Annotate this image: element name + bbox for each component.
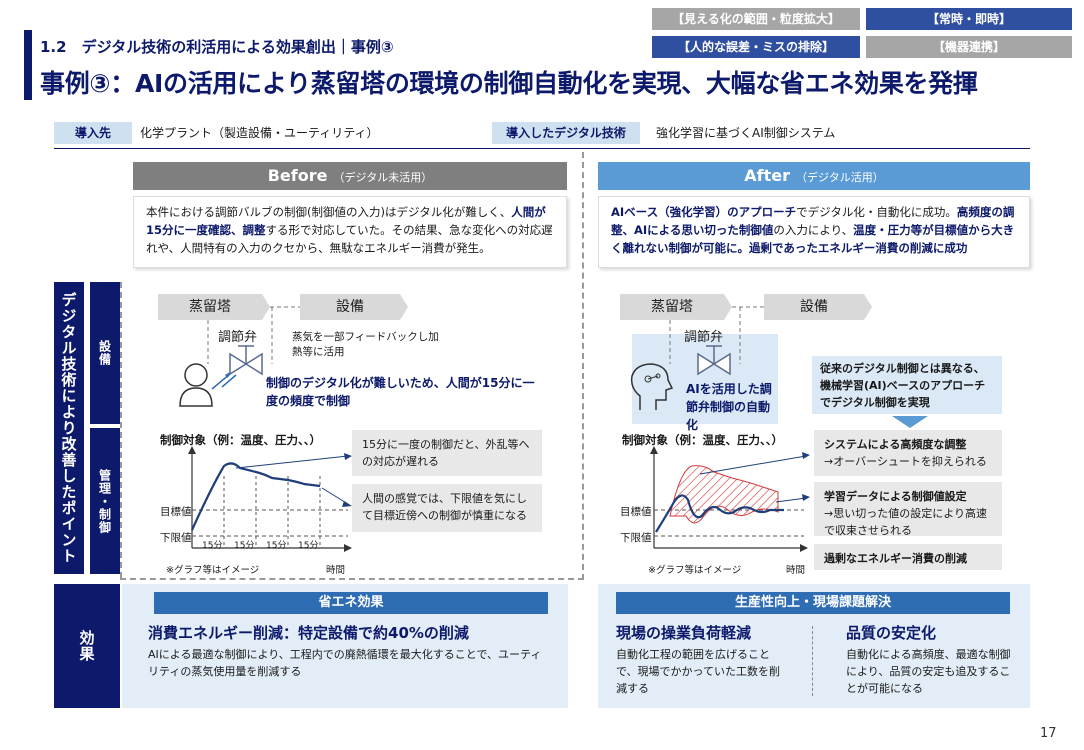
effect-r1-body: 自動化工程の範囲を広げることで、現場でかかっていた工数を削減する bbox=[616, 648, 781, 695]
before-control-curve bbox=[190, 462, 321, 531]
after-target-label: 目標値 bbox=[620, 506, 652, 518]
side-effect: 効果 bbox=[54, 584, 120, 708]
before-title: Before bbox=[267, 166, 328, 185]
after-box-energy-reduction: 過剰なエネルギー消費の削減 bbox=[814, 544, 1002, 570]
before-header: Before （デジタル未活用） bbox=[133, 162, 567, 190]
before-desc-1: 本件における調節バルブの制御(制御値の入力)はデジタル化が難しく、 bbox=[146, 205, 512, 219]
after-chart bbox=[650, 446, 810, 552]
before-desc-3: する形で対応していた。その結果、急な変化への対応遅れや、人間特有の入力のクセから… bbox=[146, 223, 553, 255]
after-desc-3: 高頻度の調整、AIによる思い切った制御値 bbox=[611, 205, 1015, 237]
tech-value: 強化学習に基づくAI制御システム bbox=[656, 126, 836, 140]
before-description: 本件における調節バルブの制御(制御値の入力)はデジタル化が難しく、人間が15分に… bbox=[133, 196, 567, 268]
effect-right-head: 生産性向上・現場課題解決 bbox=[616, 592, 1010, 614]
effect-left-body: AIによる最適な制御により、工程内での廃熱循環を最大化することで、ユーティリティ… bbox=[148, 648, 542, 678]
after-equip-label: 設備 bbox=[800, 299, 828, 315]
effect-right-divider bbox=[812, 626, 813, 696]
before-valve-icon bbox=[229, 352, 248, 376]
callout-down-arrow bbox=[892, 416, 928, 428]
after-equipment-diagram bbox=[620, 294, 872, 410]
effect-r2-body: 自動化による高頻度、最適な制御により、品質の安定も追及することが可能になる bbox=[846, 648, 1011, 695]
tag-visibility: 【見える化の範囲・粒度拡大】 bbox=[652, 8, 860, 30]
tech-label: 導入したデジタル技術 bbox=[492, 122, 640, 144]
before-chart bbox=[188, 446, 352, 552]
title-accent-bar bbox=[24, 30, 32, 100]
side-equipment: 設備 bbox=[90, 282, 120, 424]
after-energy-reduction-area bbox=[669, 465, 779, 524]
before-interval-1: 15分 bbox=[202, 541, 223, 551]
before-chart-note: ※グラフ等はイメージ bbox=[166, 565, 260, 576]
after-callout: 従来のデジタル制御とは異なる、機械学習(AI)ベースのアプローチでデジタル制御を… bbox=[812, 356, 1002, 414]
before-interval-3: 15分 bbox=[266, 541, 287, 551]
after-header: After （デジタル活用） bbox=[598, 162, 1030, 190]
before-box-delay: 15分に一度の制御だと、外乱等への対応が遅れる bbox=[352, 430, 542, 476]
before-box-cautious: 人間の感覚では、下限値を気にして目標近傍への制御が慎重になる bbox=[352, 484, 542, 532]
before-target-label: 目標値 bbox=[160, 506, 192, 518]
before-equipment-diagram bbox=[158, 294, 408, 407]
section-title: 1.2 デジタル技術の利活用による効果創出｜事例③ bbox=[40, 38, 394, 56]
before-interval-4: 15分 bbox=[298, 541, 319, 551]
before-subtitle: （デジタル未活用） bbox=[333, 171, 433, 184]
before-time-label: 時間 bbox=[326, 565, 346, 576]
before-equip-shape bbox=[300, 294, 408, 320]
after-valve-icon bbox=[697, 352, 716, 376]
before-equip-label: 設備 bbox=[336, 299, 364, 315]
before-desc-2: 人間が15分に一度確認、調整 bbox=[146, 205, 546, 237]
after-desc-1: AIベース（強化学習）のアプローチ bbox=[611, 205, 797, 219]
after-chart-note: ※グラフ等はイメージ bbox=[648, 565, 742, 576]
before-tower-shape bbox=[158, 294, 270, 320]
after-title: After bbox=[744, 166, 790, 185]
center-divider bbox=[582, 152, 584, 580]
effect-left-title: 消費エネルギー削減：特定設備で約40%の削減 bbox=[148, 624, 469, 642]
side-management: 管理・制御 bbox=[90, 428, 120, 574]
before-lower-label: 下限値 bbox=[160, 532, 192, 544]
after-ai-note: AIを活用した調節弁制御の自動化 bbox=[686, 382, 772, 432]
before-tower-label: 蒸留塔 bbox=[189, 299, 231, 315]
tag-realtime: 【常時・即時】 bbox=[866, 8, 1072, 30]
after-desc-5: 温度・圧力等が目標値から大きく離れない制御が可能に。過剰であったエネルギー消費の… bbox=[611, 223, 1015, 255]
page-title: 事例③：AIの活用により蒸留塔の環境の制御自動化を実現、大幅な省エネ効果を発揮 bbox=[40, 69, 978, 98]
before-human-note: 制御のデジタル化が難しいため、人間が15分に一度の頻度で制御 bbox=[266, 376, 535, 408]
after-box2-title: 学習データによる制御値設定 bbox=[824, 490, 967, 503]
after-box-high-frequency: システムによる高頻度な調整 →オーバーシュートを抑えられる bbox=[814, 430, 1002, 476]
effect-r2-title: 品質の安定化 bbox=[846, 624, 937, 642]
after-subtitle: （デジタル活用） bbox=[795, 171, 884, 184]
after-box-learning-data: 学習データによる制御値設定 →思い切った値の設定により高速で収束させられる bbox=[814, 482, 1002, 537]
after-tower-shape bbox=[620, 294, 732, 320]
after-box1-title: システムによる高頻度な調整 bbox=[824, 438, 967, 451]
after-equip-shape bbox=[764, 294, 872, 320]
after-description: AIベース（強化学習）のアプローチでデジタル化・自動化に成功。高頻度の調整、AI… bbox=[598, 196, 1030, 268]
effect-left-head: 省エネ効果 bbox=[154, 592, 548, 614]
tag-error-elimination: 【人的な誤差・ミスの排除】 bbox=[652, 36, 860, 58]
after-control-curve bbox=[655, 494, 784, 533]
after-box2-sub: →思い切った値の設定により高速で収束させられる bbox=[824, 507, 987, 537]
after-valve-label: 調節弁 bbox=[684, 330, 724, 345]
intro-value: 化学プラント（製造設備・ユーティリティ） bbox=[140, 126, 379, 140]
info-divider bbox=[54, 148, 1030, 149]
ai-head-icon bbox=[630, 363, 674, 410]
before-left-divider bbox=[120, 282, 122, 578]
after-desc-4: の入力により、 bbox=[773, 223, 854, 237]
effect-r1-title: 現場の操業負荷軽減 bbox=[616, 624, 752, 642]
intro-label: 導入先 bbox=[54, 122, 132, 144]
before-chart-label: 制御対象（例：温度、圧力、、） bbox=[160, 433, 321, 447]
before-valve-label: 調節弁 bbox=[218, 330, 258, 345]
after-lower-label: 下限値 bbox=[620, 532, 652, 544]
before-bottom-divider bbox=[120, 578, 584, 580]
after-box1-sub: →オーバーシュートを抑えられる bbox=[824, 455, 987, 468]
page-number: 17 bbox=[1040, 726, 1057, 741]
after-chart-label: 制御対象（例：温度、圧力、、） bbox=[622, 433, 783, 447]
person-icon bbox=[179, 363, 213, 407]
before-steam-note: 蒸気を一部フィードバックし加熱等に活用 bbox=[292, 331, 439, 358]
side-improvement-points: デジタル技術により改善したポイント bbox=[54, 282, 84, 574]
after-tower-label: 蒸留塔 bbox=[651, 299, 693, 315]
tag-device-link: 【機器連携】 bbox=[866, 36, 1072, 58]
after-time-label: 時間 bbox=[786, 565, 806, 576]
after-desc-2: でデジタル化・自動化に成功。 bbox=[796, 205, 957, 219]
before-interval-2: 15分 bbox=[234, 541, 255, 551]
